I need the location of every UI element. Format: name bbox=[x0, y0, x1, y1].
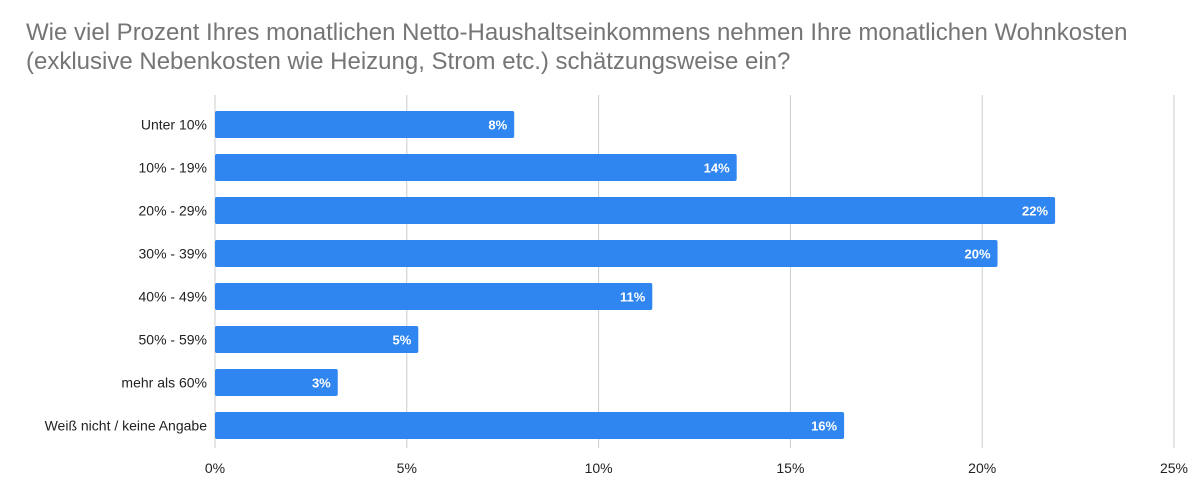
x-tick-label: 25% bbox=[1160, 460, 1188, 476]
x-tick-label: 10% bbox=[585, 460, 613, 476]
bar bbox=[215, 111, 515, 138]
x-tick-label: 15% bbox=[776, 460, 804, 476]
x-tick-label: 5% bbox=[397, 460, 417, 476]
bar bbox=[215, 154, 737, 181]
x-tick-label: 20% bbox=[968, 460, 996, 476]
category-label: Unter 10% bbox=[141, 117, 207, 133]
bar bbox=[215, 369, 338, 396]
data-labels: 8% 14% 22% 20% 11% 5% 3% 16% bbox=[312, 118, 1049, 434]
data-label: 22% bbox=[1022, 204, 1048, 219]
bar bbox=[215, 326, 419, 353]
category-label: 30% - 39% bbox=[139, 246, 207, 262]
category-label: 50% - 59% bbox=[139, 332, 207, 348]
gridlines bbox=[214, 95, 1175, 448]
x-axis-ticks: 0% 5% 10% 15% 20% 25% bbox=[205, 460, 1188, 476]
bar bbox=[215, 283, 653, 310]
bar bbox=[215, 240, 998, 267]
data-label: 20% bbox=[965, 247, 991, 262]
bar bbox=[215, 197, 1056, 224]
category-label: mehr als 60% bbox=[121, 375, 207, 391]
data-label: 16% bbox=[811, 419, 837, 434]
data-label: 11% bbox=[620, 290, 646, 305]
chart-title: Wie viel Prozent Ihres monatlichen Netto… bbox=[26, 19, 1128, 75]
category-label: Weiß nicht / keine Angabe bbox=[45, 418, 208, 434]
category-label: 40% - 49% bbox=[139, 289, 207, 305]
x-tick-label: 0% bbox=[205, 460, 225, 476]
data-label: 14% bbox=[704, 161, 730, 176]
data-label: 8% bbox=[488, 118, 507, 133]
category-labels: Unter 10% 10% - 19% 20% - 29% 30% - 39% 40% … bbox=[45, 117, 208, 434]
bar bbox=[215, 412, 845, 439]
bars bbox=[215, 111, 1056, 439]
data-label: 3% bbox=[312, 376, 331, 391]
data-label: 5% bbox=[393, 333, 412, 348]
category-label: 20% - 29% bbox=[139, 203, 207, 219]
category-label: 10% - 19% bbox=[139, 160, 207, 176]
